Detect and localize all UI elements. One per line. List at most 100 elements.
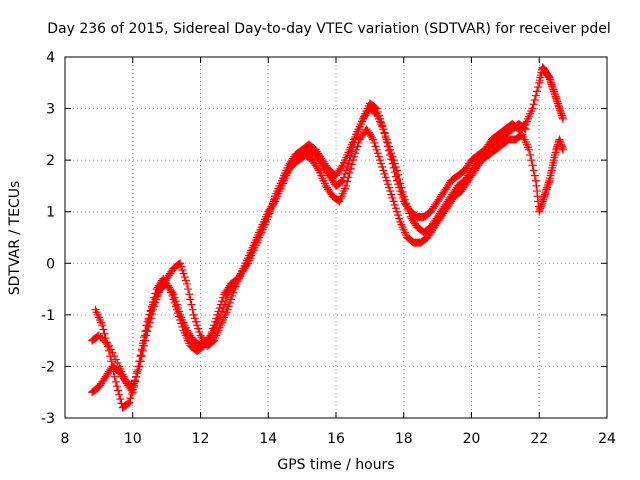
data-point-interp	[217, 297, 226, 306]
data-point-interp	[529, 166, 538, 175]
data-point-interp	[175, 312, 184, 321]
data-point-interp	[530, 95, 539, 104]
data-point-interp	[151, 298, 160, 307]
axis-ticks	[64, 56, 608, 419]
data-point-interp	[376, 114, 385, 123]
data-point-interp	[193, 321, 202, 330]
data-point-interp	[530, 171, 539, 180]
x-tick-label: 10	[124, 431, 142, 447]
data-point	[213, 310, 222, 319]
data-point	[369, 135, 378, 144]
data-point-interp	[112, 382, 121, 391]
data-point-interp	[127, 389, 136, 398]
x-axis-label: GPS time / hours	[277, 457, 394, 473]
data-point-interp	[269, 195, 278, 204]
data-point-interp	[371, 103, 380, 112]
data-point-interp	[170, 298, 179, 307]
data-point	[525, 145, 534, 154]
data-point-interp	[532, 87, 541, 96]
data-point	[176, 259, 185, 268]
data-point-interp	[387, 190, 396, 199]
data-point	[105, 346, 114, 355]
data-point-interp	[171, 302, 180, 311]
data-point-interp	[265, 209, 274, 218]
data-point-interp	[390, 168, 399, 177]
data-point-interp	[116, 395, 125, 404]
x-tick-label: 20	[463, 431, 481, 447]
data-point-interp	[382, 138, 391, 147]
y-tick-label: 2	[46, 153, 55, 169]
data-point-interp	[383, 142, 392, 151]
data-point-interp	[150, 302, 159, 311]
data-point-interp	[177, 262, 186, 271]
data-point-interp	[388, 193, 397, 202]
data-point	[149, 305, 158, 314]
x-tick-label: 22	[530, 431, 548, 447]
data-point	[98, 321, 107, 330]
data-points	[88, 63, 567, 412]
data-point-interp	[373, 149, 382, 158]
data-point-interp	[179, 269, 188, 278]
data-point-interp	[391, 172, 400, 181]
y-tick-label: 4	[46, 50, 55, 66]
data-point-interp	[531, 91, 540, 100]
data-point	[166, 285, 175, 294]
data-point-interp	[107, 357, 116, 366]
data-point-interp	[394, 180, 403, 189]
data-point-interp	[113, 358, 122, 367]
data-point	[223, 305, 232, 314]
data-point-interp	[215, 303, 224, 312]
data-point-interp	[207, 328, 216, 337]
data-point	[125, 398, 134, 407]
data-point	[376, 156, 385, 165]
data-point-interp	[124, 399, 133, 408]
data-point-interp	[372, 145, 381, 154]
data-point-interp	[527, 156, 536, 165]
data-point-interp	[313, 164, 322, 173]
data-point-interp	[131, 376, 140, 385]
x-tick-label: 24	[598, 431, 616, 447]
data-point-interp	[181, 276, 190, 285]
data-point-interp	[111, 355, 120, 364]
data-point-interp	[154, 288, 163, 297]
data-point-interp	[180, 273, 189, 282]
x-tick-label: 8	[61, 431, 70, 447]
data-point-interp	[133, 369, 142, 378]
data-point-interp	[344, 173, 353, 182]
data-point-interp	[378, 163, 387, 172]
data-point-interp	[114, 386, 123, 395]
series-track-1	[88, 63, 567, 397]
data-point-interp	[173, 309, 182, 318]
data-point-interp	[143, 327, 152, 336]
data-point-interp	[147, 309, 156, 318]
data-point-interp	[136, 357, 145, 366]
data-point-interp	[398, 193, 407, 202]
data-point-interp	[188, 305, 197, 314]
y-tick-label: -1	[41, 308, 55, 324]
data-point-interp	[144, 322, 153, 331]
data-point-interp	[132, 372, 141, 381]
data-point	[389, 197, 398, 206]
data-point-interp	[152, 295, 161, 304]
data-point-interp	[347, 160, 356, 169]
data-point-interp	[343, 177, 352, 186]
chart-title: Day 236 of 2015, Sidereal Day-to-day VTE…	[47, 21, 611, 37]
data-point-interp	[373, 108, 382, 117]
data-point-interp	[164, 283, 173, 292]
data-point-interp	[96, 333, 105, 342]
data-point-interp	[383, 180, 392, 189]
data-point-interp	[395, 214, 404, 223]
data-point-interp	[346, 164, 355, 173]
data-point-interp	[185, 290, 194, 299]
data-point-interp	[101, 334, 110, 343]
data-point-interp	[381, 133, 390, 142]
data-point-interp	[225, 298, 234, 307]
data-point-interp	[242, 261, 251, 270]
data-point-interp	[99, 325, 108, 334]
data-point-interp	[344, 159, 353, 168]
data-point-interp	[534, 83, 543, 92]
data-point	[386, 150, 395, 159]
y-tick-label: 3	[46, 102, 55, 118]
data-point-interp	[352, 145, 361, 154]
